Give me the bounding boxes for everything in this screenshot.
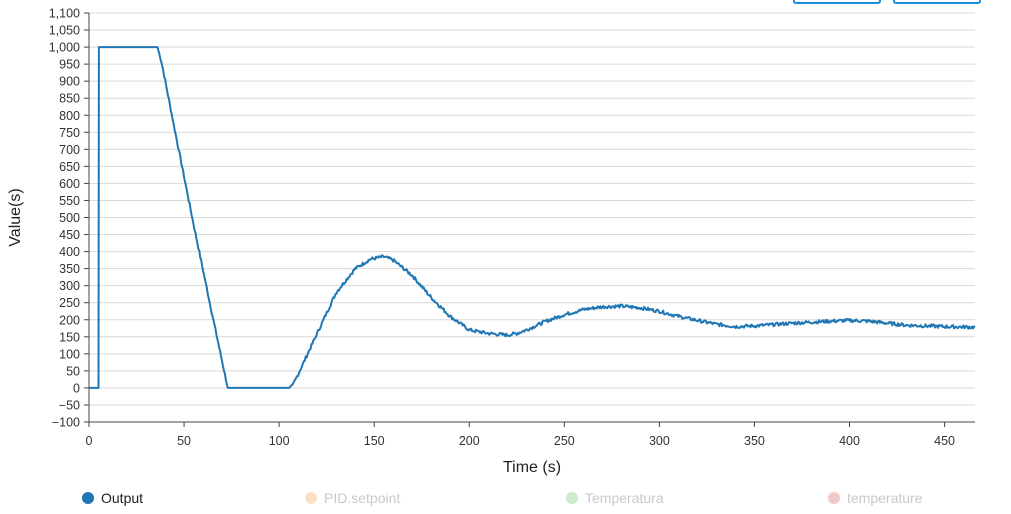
x-tick-label: 300 <box>649 434 670 448</box>
legend-dot-temperature <box>828 492 840 504</box>
line-chart: −100−50050100150200250300350400450500550… <box>7 7 976 476</box>
x-axis-title: Time (s) <box>503 459 561 476</box>
y-tick-label: 500 <box>59 211 80 225</box>
legend-label-output: Output <box>101 490 144 506</box>
x-tick-label: 350 <box>744 434 765 448</box>
x-tick-label: 400 <box>839 434 860 448</box>
y-tick-label: 1,050 <box>49 24 80 38</box>
series-line-output <box>89 46 976 389</box>
x-tick-label: 150 <box>364 434 385 448</box>
y-tick-label: −100 <box>52 416 80 430</box>
x-tick-label: 100 <box>269 434 290 448</box>
y-tick-label: 400 <box>59 245 80 259</box>
top-button-1[interactable] <box>793 0 881 4</box>
x-tick-label: 50 <box>177 434 191 448</box>
y-tick-label: 750 <box>59 126 80 140</box>
y-tick-label: 0 <box>73 381 80 395</box>
y-tick-label: 700 <box>59 143 80 157</box>
y-tick-label: 800 <box>59 109 80 123</box>
legend-dot-output <box>82 492 94 504</box>
y-tick-label: 1,100 <box>49 7 80 21</box>
x-tick-label: 450 <box>934 434 955 448</box>
y-tick-label: 100 <box>59 347 80 361</box>
y-axis-ticks: −100 −50 0 50 100 150 200 250 300 350 400 450 500 550… <box>49 7 89 430</box>
legend-label-temperature: temperature <box>847 490 923 506</box>
y-tick-label: −50 <box>59 398 80 412</box>
y-tick-label: 550 <box>59 194 80 208</box>
y-tick-label: 900 <box>59 75 80 89</box>
y-tick-label: 1,000 <box>49 41 80 55</box>
x-tick-label: 250 <box>554 434 575 448</box>
legend-item-temperature[interactable]: temperature <box>828 490 922 506</box>
series-layer <box>89 46 976 389</box>
y-tick-label: 950 <box>59 58 80 72</box>
x-tick-label: 0 <box>86 434 93 448</box>
x-axis-ticks: 0 50 100 150 200 250 300 350 400 450 <box>86 422 955 448</box>
legend-dot-pid-setpoint <box>305 492 317 504</box>
y-tick-label: 300 <box>59 279 80 293</box>
legend-item-temperatura[interactable]: Temperatura <box>566 490 664 506</box>
y-tick-label: 650 <box>59 160 80 174</box>
y-tick-label: 350 <box>59 262 80 276</box>
y-axis-title: Value(s) <box>7 188 24 246</box>
y-tick-label: 850 <box>59 92 80 106</box>
y-tick-label: 600 <box>59 177 80 191</box>
y-tick-label: 150 <box>59 330 80 344</box>
y-tick-label: 200 <box>59 313 80 327</box>
legend: Output PID.setpoint Temperatura temperat… <box>0 490 1011 512</box>
legend-dot-temperatura <box>566 492 578 504</box>
top-button-2[interactable] <box>893 0 981 4</box>
y-tick-label: 250 <box>59 296 80 310</box>
y-tick-label: 50 <box>66 364 80 378</box>
x-tick-label: 200 <box>459 434 480 448</box>
grid <box>89 12 975 423</box>
legend-item-output[interactable]: Output <box>82 490 143 506</box>
legend-label-temperatura: Temperatura <box>585 490 664 506</box>
legend-item-pid-setpoint[interactable]: PID.setpoint <box>305 490 400 506</box>
y-tick-label: 450 <box>59 228 80 242</box>
legend-label-pid-setpoint: PID.setpoint <box>324 490 401 506</box>
